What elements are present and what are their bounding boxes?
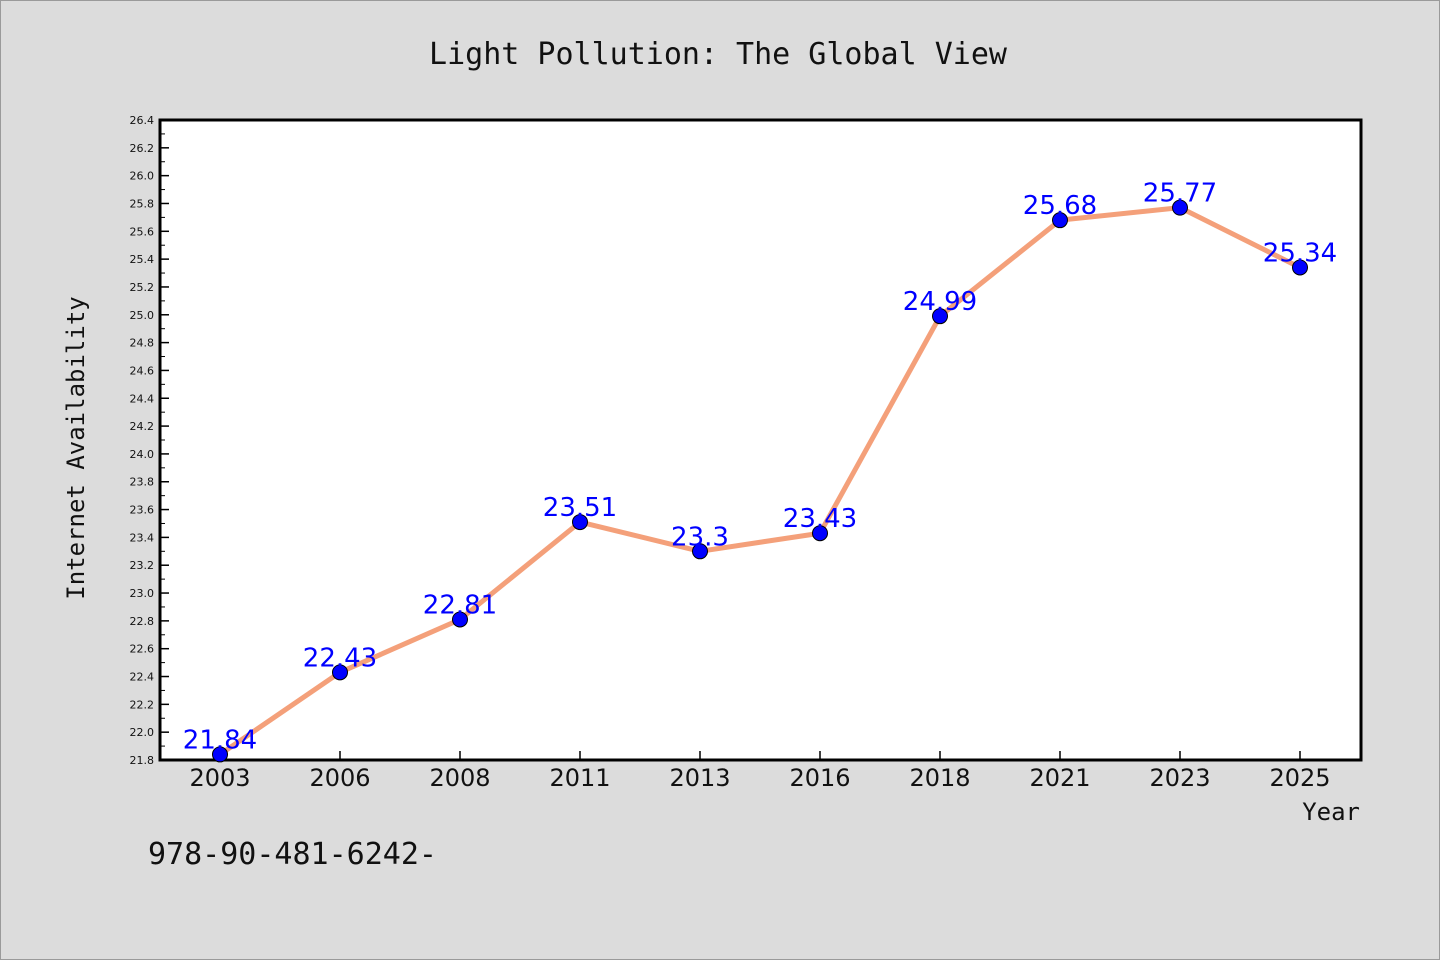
y-tick-label: 22.8 xyxy=(130,615,155,628)
x-axis: 2003 2006 2008 2011 2013 2016 2018 2021 2023 2025 xyxy=(189,751,1331,792)
y-tick-label: 26.4 xyxy=(130,114,155,127)
y-tick-label: 24.0 xyxy=(130,448,155,461)
data-point xyxy=(1172,199,1188,216)
data-point xyxy=(572,514,588,531)
y-tick-label: 22.2 xyxy=(130,698,155,711)
data-label: 22.81 xyxy=(423,590,497,620)
y-tick-label: 21.8 xyxy=(130,754,155,767)
x-tick-label: 2025 xyxy=(1269,764,1330,792)
plot-area xyxy=(158,118,1363,762)
data-point xyxy=(1052,212,1068,229)
x-axis-title: Year xyxy=(1302,798,1360,826)
data-point xyxy=(212,746,228,763)
x-tick-label: 2016 xyxy=(789,764,850,792)
data-point xyxy=(932,308,948,325)
data-point xyxy=(692,543,708,560)
y-tick-label: 23.2 xyxy=(130,559,155,572)
data-label: 25.77 xyxy=(1143,179,1217,209)
y-tick-label: 24.2 xyxy=(130,420,155,433)
y-tick-label: 26.2 xyxy=(130,142,155,155)
x-tick-label: 2021 xyxy=(1029,764,1090,792)
y-tick-label: 22.6 xyxy=(130,643,155,656)
y-tick-label: 26.0 xyxy=(130,170,155,183)
y-tick-label: 25.0 xyxy=(130,309,155,322)
y-tick-label: 23.4 xyxy=(130,531,155,544)
y-axis-title: Internet Availability xyxy=(62,296,90,599)
y-tick-label: 23.8 xyxy=(130,476,155,489)
y-tick-label: 24.8 xyxy=(130,337,155,350)
y-tick-label: 22.4 xyxy=(130,671,155,684)
y-tick-label: 25.6 xyxy=(130,225,155,238)
y-tick-label: 25.4 xyxy=(130,253,155,266)
x-tick-label: 2006 xyxy=(309,764,370,792)
x-tick-label: 2008 xyxy=(429,764,490,792)
x-tick-label: 2011 xyxy=(549,764,610,792)
y-tick-label: 24.6 xyxy=(130,364,155,377)
x-tick-label: 2003 xyxy=(189,764,250,792)
x-tick-label: 2013 xyxy=(669,764,730,792)
data-point xyxy=(1292,259,1308,276)
y-tick-label: 25.8 xyxy=(130,197,155,210)
data-label: 23.3 xyxy=(671,522,729,552)
data-label: 25.68 xyxy=(1023,191,1097,221)
data-label: 25.34 xyxy=(1263,238,1337,268)
y-tick-label: 22.0 xyxy=(130,726,155,739)
y-tick-label: 23.0 xyxy=(130,587,155,600)
data-label: 24.99 xyxy=(903,287,977,317)
data-labels: 21.84 22.43 22.81 23.51 23.3 23.43 24.99 25.68 2… xyxy=(183,179,1337,756)
x-tick-label: 2023 xyxy=(1149,764,1210,792)
y-tick-label: 25.2 xyxy=(130,281,155,294)
y-tick-label: 23.6 xyxy=(130,504,155,517)
series-line xyxy=(218,205,1302,757)
data-point xyxy=(332,664,348,681)
data-label: 22.43 xyxy=(303,643,377,673)
data-point xyxy=(812,525,828,542)
y-axis: 21.8 22.0 22.2 22.4 22.6 22.8 23.0 23.2 23.4 23.6… xyxy=(130,114,169,767)
y-tick-label: 24.4 xyxy=(130,392,155,405)
series-markers xyxy=(212,199,1308,763)
chart-title: Light Pollution: The Global View xyxy=(429,37,1008,72)
footnote-isbn: 978-90-481-6242- xyxy=(148,837,437,872)
data-label: 23.51 xyxy=(543,493,617,523)
data-point xyxy=(452,611,468,628)
data-label: 21.84 xyxy=(183,725,257,755)
x-tick-label: 2018 xyxy=(909,764,970,792)
data-label: 23.43 xyxy=(783,504,857,534)
